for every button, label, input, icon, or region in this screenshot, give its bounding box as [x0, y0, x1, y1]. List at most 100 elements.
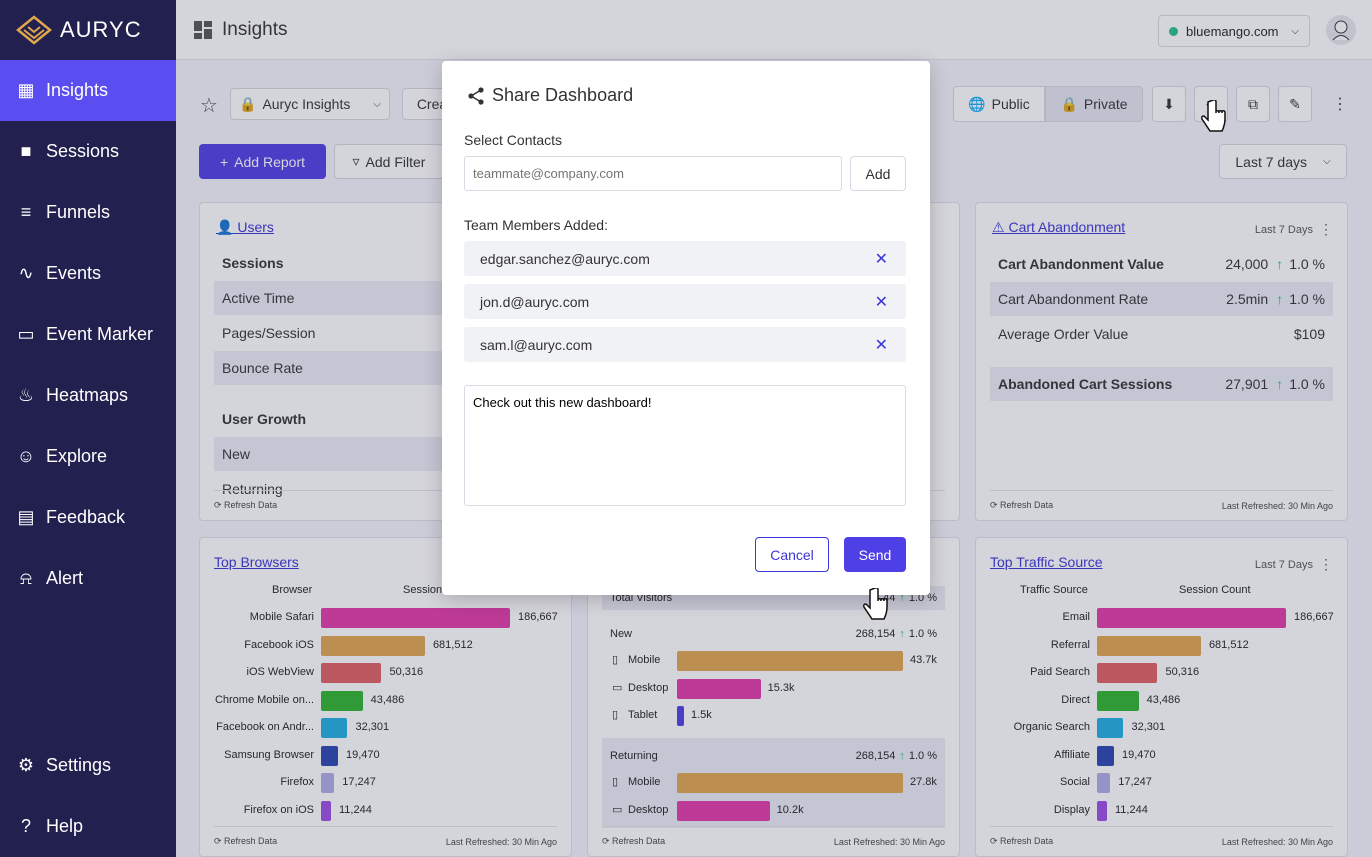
sidebar-item-heatmaps[interactable]: ♨ Heatmaps — [0, 365, 176, 426]
sidebar-item-feedback[interactable]: ▤ Feedback — [0, 487, 176, 548]
message-textarea[interactable]: Check out this new dashboard! — [464, 385, 906, 506]
last-refreshed: Last Refreshed: 30 Min Ago — [1221, 836, 1333, 847]
card-title[interactable]: ⚠ Cart Abandonment — [992, 219, 1126, 235]
close-icon[interactable]: ✕ — [874, 293, 888, 311]
add-report-button[interactable]: + Add Report — [199, 144, 326, 179]
bar[interactable] — [321, 608, 510, 628]
bar[interactable] — [321, 773, 335, 793]
refresh-link[interactable]: ⟳ Refresh Data — [214, 836, 278, 846]
sidebar-item-label: Sessions — [46, 141, 120, 161]
column-header: Browser — [272, 584, 313, 596]
card-footer: ⟳ Refresh Data Last Refreshed: 30 Min Ag… — [602, 826, 945, 856]
cancel-button[interactable]: Cancel — [755, 537, 829, 572]
edit-button[interactable]: ✎ — [1278, 86, 1312, 122]
bar[interactable] — [321, 718, 348, 738]
metric-row: User Growth — [214, 402, 557, 436]
bar-label: Facebook on Andr... — [216, 721, 314, 733]
brand-logo[interactable]: AURYC — [0, 0, 176, 60]
avatar[interactable] — [1326, 15, 1356, 45]
bar[interactable] — [1097, 718, 1124, 738]
bar-value: 19,470 — [1122, 748, 1156, 761]
metric-value: 24,000 — [1225, 256, 1269, 272]
email-input[interactable] — [464, 156, 842, 191]
metric-label: Cart Abandonment Rate — [998, 291, 1149, 307]
bar-value: 27.8k — [910, 776, 937, 788]
bar[interactable] — [677, 706, 684, 726]
card-title[interactable]: 👤 Users — [216, 219, 274, 235]
bar[interactable] — [1097, 773, 1111, 793]
bar[interactable] — [677, 800, 770, 821]
mobile-icon: ▯ — [612, 654, 619, 666]
sidebar-item-events[interactable]: ∿ Events — [0, 243, 176, 304]
refresh-link[interactable]: ⟳ Refresh Data — [990, 836, 1054, 846]
public-toggle[interactable]: 🌐 Public — [953, 86, 1045, 122]
hand-cursor-icon — [1201, 100, 1226, 132]
metric-row: Pages/Session — [214, 316, 557, 350]
sidebar-item-help[interactable]: ? Help — [0, 796, 176, 857]
sidebar-item-label: Feedback — [46, 507, 126, 527]
sidebar-item-insights[interactable]: ▦ Insights — [0, 60, 176, 121]
metric-row: Cart Abandonment Value 24,000 ↑ 1.0 % — [990, 247, 1333, 281]
sidebar-item-alert[interactable]: ⍾ Alert — [0, 548, 176, 609]
more-vertical-icon[interactable]: ⋮ — [1319, 556, 1333, 572]
bar[interactable] — [677, 773, 903, 793]
metric-label: New — [222, 446, 251, 462]
refresh-link[interactable]: ⟳ Refresh Data — [990, 500, 1054, 510]
close-icon[interactable]: ✕ — [874, 336, 888, 354]
send-button[interactable]: Send — [844, 537, 906, 572]
select-contacts-label: Select Contacts — [464, 132, 563, 148]
private-toggle[interactable]: 🔒 Private — [1045, 86, 1143, 122]
sidebar-item-funnels[interactable]: ≡ Funnels — [0, 182, 176, 243]
bar-value: 1.5k — [691, 709, 712, 721]
bar-label: Facebook iOS — [244, 638, 314, 651]
domain-select[interactable]: bluemango.com ⌵ — [1158, 15, 1310, 47]
refresh-link[interactable]: ⟳ Refresh Data — [214, 500, 278, 510]
copy-button[interactable]: ⧉ — [1236, 86, 1270, 122]
bar[interactable] — [1097, 635, 1201, 656]
metric-row: Cart Abandonment Rate 2.5min ↑ 1.0 % — [990, 282, 1333, 316]
add-filter-button[interactable]: ▿ Add Filter — [334, 144, 444, 179]
top-traffic-source-card: Top Traffic Source Last 7 Days ⋮ Traffic … — [975, 537, 1348, 857]
bar[interactable] — [1097, 745, 1114, 766]
member-email: edgar.sanchez@auryc.com — [480, 250, 650, 267]
bar[interactable] — [1097, 800, 1107, 821]
bar[interactable] — [677, 651, 903, 671]
date-range-select[interactable]: Last 7 days ⌵ — [1219, 144, 1347, 179]
bar[interactable] — [1097, 690, 1139, 711]
share-dashboard-modal: Share Dashboard Select Contacts Add Team… — [442, 61, 930, 595]
download-button[interactable]: ⬇ — [1152, 86, 1186, 122]
more-vertical-icon[interactable]: ⋮ — [1332, 96, 1348, 113]
bar[interactable] — [1097, 663, 1158, 683]
card-title[interactable]: Top Traffic Source — [990, 554, 1103, 570]
bar[interactable] — [321, 800, 331, 821]
card-title[interactable]: Top Browsers — [214, 554, 299, 570]
bar-value: 50,316 — [1165, 666, 1200, 678]
arrow-up-icon: ↑ — [1276, 376, 1284, 392]
dashboard-select[interactable]: 🔒 Auryc Insights ⌵ — [230, 88, 390, 120]
sidebar-item-explore[interactable]: ☺ Explore — [0, 426, 176, 487]
bar[interactable] — [321, 690, 363, 711]
sidebar-item-event-marker[interactable]: ▭ Event Marker — [0, 304, 176, 365]
bar[interactable] — [321, 663, 382, 683]
arrow-up-icon: ↑ — [899, 592, 905, 604]
sidebar-item-sessions[interactable]: ■ Sessions — [0, 121, 176, 182]
bar-value: 17,247 — [342, 776, 376, 788]
share-icon — [468, 86, 484, 105]
bar[interactable] — [1097, 608, 1286, 628]
add-contact-button[interactable]: Add — [850, 156, 906, 191]
metric-value: 27,901 — [1225, 376, 1269, 392]
sidebar: AURYC ▦ Insights ■ Sessions ≡ Funnels ∿ Events ▭… — [0, 0, 176, 857]
bar[interactable] — [677, 678, 761, 699]
warning-icon: ⚠ — [992, 219, 1005, 235]
card-range: Last 7 Days ⋮ — [1254, 221, 1333, 237]
team-members-label: Team Members Added: — [464, 217, 608, 233]
refresh-link[interactable]: ⟳ Refresh Data — [602, 836, 666, 846]
card-footer: ⟳ Refresh Data Last Refreshed: 30 Min Ag… — [214, 826, 557, 856]
sidebar-item-settings[interactable]: ⚙ Settings — [0, 735, 176, 796]
close-icon[interactable]: ✕ — [874, 250, 888, 268]
star-icon[interactable]: ☆ — [200, 95, 218, 117]
cart-abandonment-card: ⚠ Cart Abandonment Last 7 Days ⋮ Cart Aba… — [975, 202, 1348, 521]
bar[interactable] — [321, 635, 425, 656]
bar[interactable] — [321, 745, 338, 766]
more-vertical-icon[interactable]: ⋮ — [1319, 221, 1333, 237]
